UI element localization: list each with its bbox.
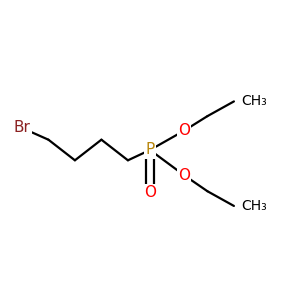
- Text: O: O: [144, 185, 156, 200]
- Text: CH₃: CH₃: [241, 199, 267, 213]
- Text: P: P: [146, 142, 154, 158]
- Text: CH₃: CH₃: [241, 94, 267, 108]
- Text: O: O: [178, 123, 190, 138]
- Text: O: O: [178, 167, 190, 182]
- Text: Br: Br: [14, 120, 30, 135]
